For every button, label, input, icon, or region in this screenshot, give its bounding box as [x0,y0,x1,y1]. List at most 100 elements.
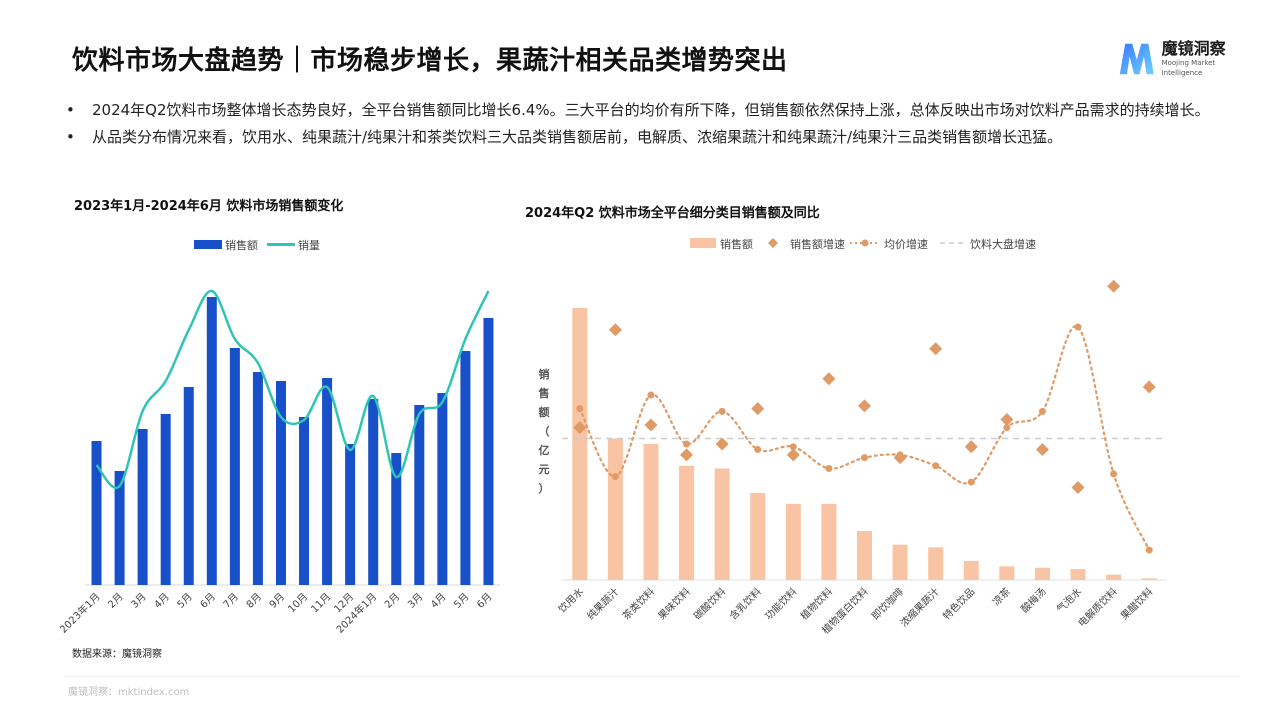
chart2-x-tick-label: 饮用水 [556,585,586,615]
chart2-sales-growth-marker [964,440,978,454]
chart1-bar [460,351,471,585]
chart2-x-tick-label: 特色饮品 [940,585,977,622]
chart2-sales-growth-marker [929,342,943,356]
chart1-x-tick-label: 2月 [382,591,402,611]
data-source: 数据来源：魔镜洞察 [72,649,162,660]
chart2-bar [1106,574,1122,580]
chart2-sales-growth-marker [858,399,871,413]
chart2-price-growth-point [967,478,975,486]
chart2-sales-growth-marker [680,448,694,462]
chart2-bar [679,465,695,580]
chart1-x-tick-label: 11月 [309,591,334,616]
chart2-x-tick-label: 气泡水 [1054,585,1084,615]
chart2-price-growth-point [576,405,584,413]
page-title: 饮料市场大盘趋势｜市场稳步增长，果蔬汁相关品类增势突出 [72,46,788,76]
chart2-price-growth-point [1110,470,1118,478]
chart1-x-tick-label: 2月 [106,591,126,611]
chart1-bar [229,348,240,585]
chart2-sales-growth-marker [1071,481,1085,495]
chart1-bar [322,378,333,585]
chart1-x-tick-label: 5月 [451,591,471,611]
chart2-x-tick-label: 碳酸饮料 [691,585,728,622]
chart1-title: 2023年1月-2024年6月 饮料市场销售额变化 [74,199,344,214]
chart2-sales-growth-marker [715,437,729,451]
chart2-sales-growth-marker [644,418,658,432]
chart2-bar [643,444,659,580]
legend-label-price: 均价增速 [884,237,928,251]
chart2-bar [999,566,1015,580]
chart1-x-tick-label: 7月 [221,591,241,611]
chart1-bar [206,297,217,585]
chart2-price-growth-point [647,391,655,399]
chart2-sales-growth-marker [786,448,800,462]
chart2-bar [572,308,588,580]
chart1-bar [483,318,494,585]
legend-label-sales: 销售额 [225,238,258,252]
chart2-sales-growth-marker [1035,442,1049,456]
chart2-bar [607,438,623,580]
chart2-x-tick-label: 植物饮料 [798,585,835,622]
chart2-x-tick-label: 即饮咖啡 [869,585,906,622]
chart2-x-tick-label: 果味饮料 [655,585,692,622]
chart2-price-growth-point [932,462,940,470]
chart1-legend: 销售额 销量 [194,238,320,252]
chart2-bar [928,547,944,580]
chart2-bar [785,503,801,580]
chart1-bar [183,387,194,585]
chart2-bar [714,468,730,580]
chart2-sales-growth-marker [1107,279,1121,293]
chart2-bar [1034,567,1050,580]
chart2-x-tick-label: 酸梅汤 [1018,585,1048,615]
footer-text: 魔镜洞察：mktindex.com [68,687,190,698]
chart2-bar [1070,569,1086,580]
chart1-bar [391,453,402,585]
chart1-x-tick-label: 2023年1月 [60,590,103,636]
chart2-price-growth-point [789,443,797,451]
chart1-bar [137,429,148,585]
legend-label-sales: 销售额 [720,237,753,251]
chart2-sales-growth-marker [893,451,907,465]
chart2-bar [963,560,979,580]
chart2-legend: 销售额 销售额增速 均价增速 饮料大盘增速 [690,237,1036,251]
logo-subtitle: Moojing Market Intelligence [1161,59,1216,77]
chart1-bar [345,444,356,585]
chart2-sales-growth-marker [822,372,836,386]
chart2-bar [750,492,766,580]
chart1-x-tick-label: 5月 [175,591,195,611]
chart1-x-tick-label: 4月 [152,591,172,611]
chart2-bar [1141,578,1157,580]
chart2-x-tick-label: 浓缩果蔬汁 [897,585,942,630]
chart1-bar [368,399,379,585]
brand-logo: 魔镜洞察 Moojing Market Intelligence [1118,38,1248,80]
chart1-volume-line [95,289,490,490]
bullet-item: 从品类分布情况来看，饮用水、纯果蔬汁/纯果汁和茶类饮料三大品类销售额居前，电解质… [64,125,1224,150]
chart2-price-growth-point [1145,546,1153,554]
chart2-price-growth-point [1038,407,1046,415]
chart1-x-tick-label: 6月 [198,591,218,611]
chart2-price-growth-point [1074,323,1082,331]
chart1-x-tick-label: 6月 [475,591,495,611]
chart1-x-tick-label: 10月 [286,591,311,616]
chart2-x-tick-label: 电解质饮料 [1075,585,1120,630]
chart2-sales-growth-marker [751,402,765,416]
legend-swatch-growth [768,238,778,248]
chart1-bar [114,471,125,585]
chart1-bar [91,441,102,585]
chart1-x-tick-label: 9月 [267,591,287,611]
legend-swatch-sales [194,240,222,249]
legend-swatch-sales [690,238,716,248]
chart1-bar [252,372,263,585]
legend-marker-price [861,239,869,247]
chart1-x-tick-label: 8月 [244,591,264,611]
chart2-sales-growth-marker [608,323,622,337]
chart2-x-tick-label: 茶类饮料 [620,585,657,622]
chart2-x-tick-label: 果醋饮料 [1118,585,1155,622]
chart2-price-growth-point [825,464,833,472]
chart2-x-tick-label: 功能饮料 [762,585,799,622]
chart1-bar [437,393,448,585]
chart2-x-tick-label: 含乳饮料 [726,585,763,622]
legend-label-growth: 销售额增速 [790,237,845,251]
chart1-bar [160,414,171,585]
summary-bullets: 2024年Q2饮料市场整体增长态势良好，全平台销售额同比增长6.4%。三大平台的… [64,98,1224,152]
